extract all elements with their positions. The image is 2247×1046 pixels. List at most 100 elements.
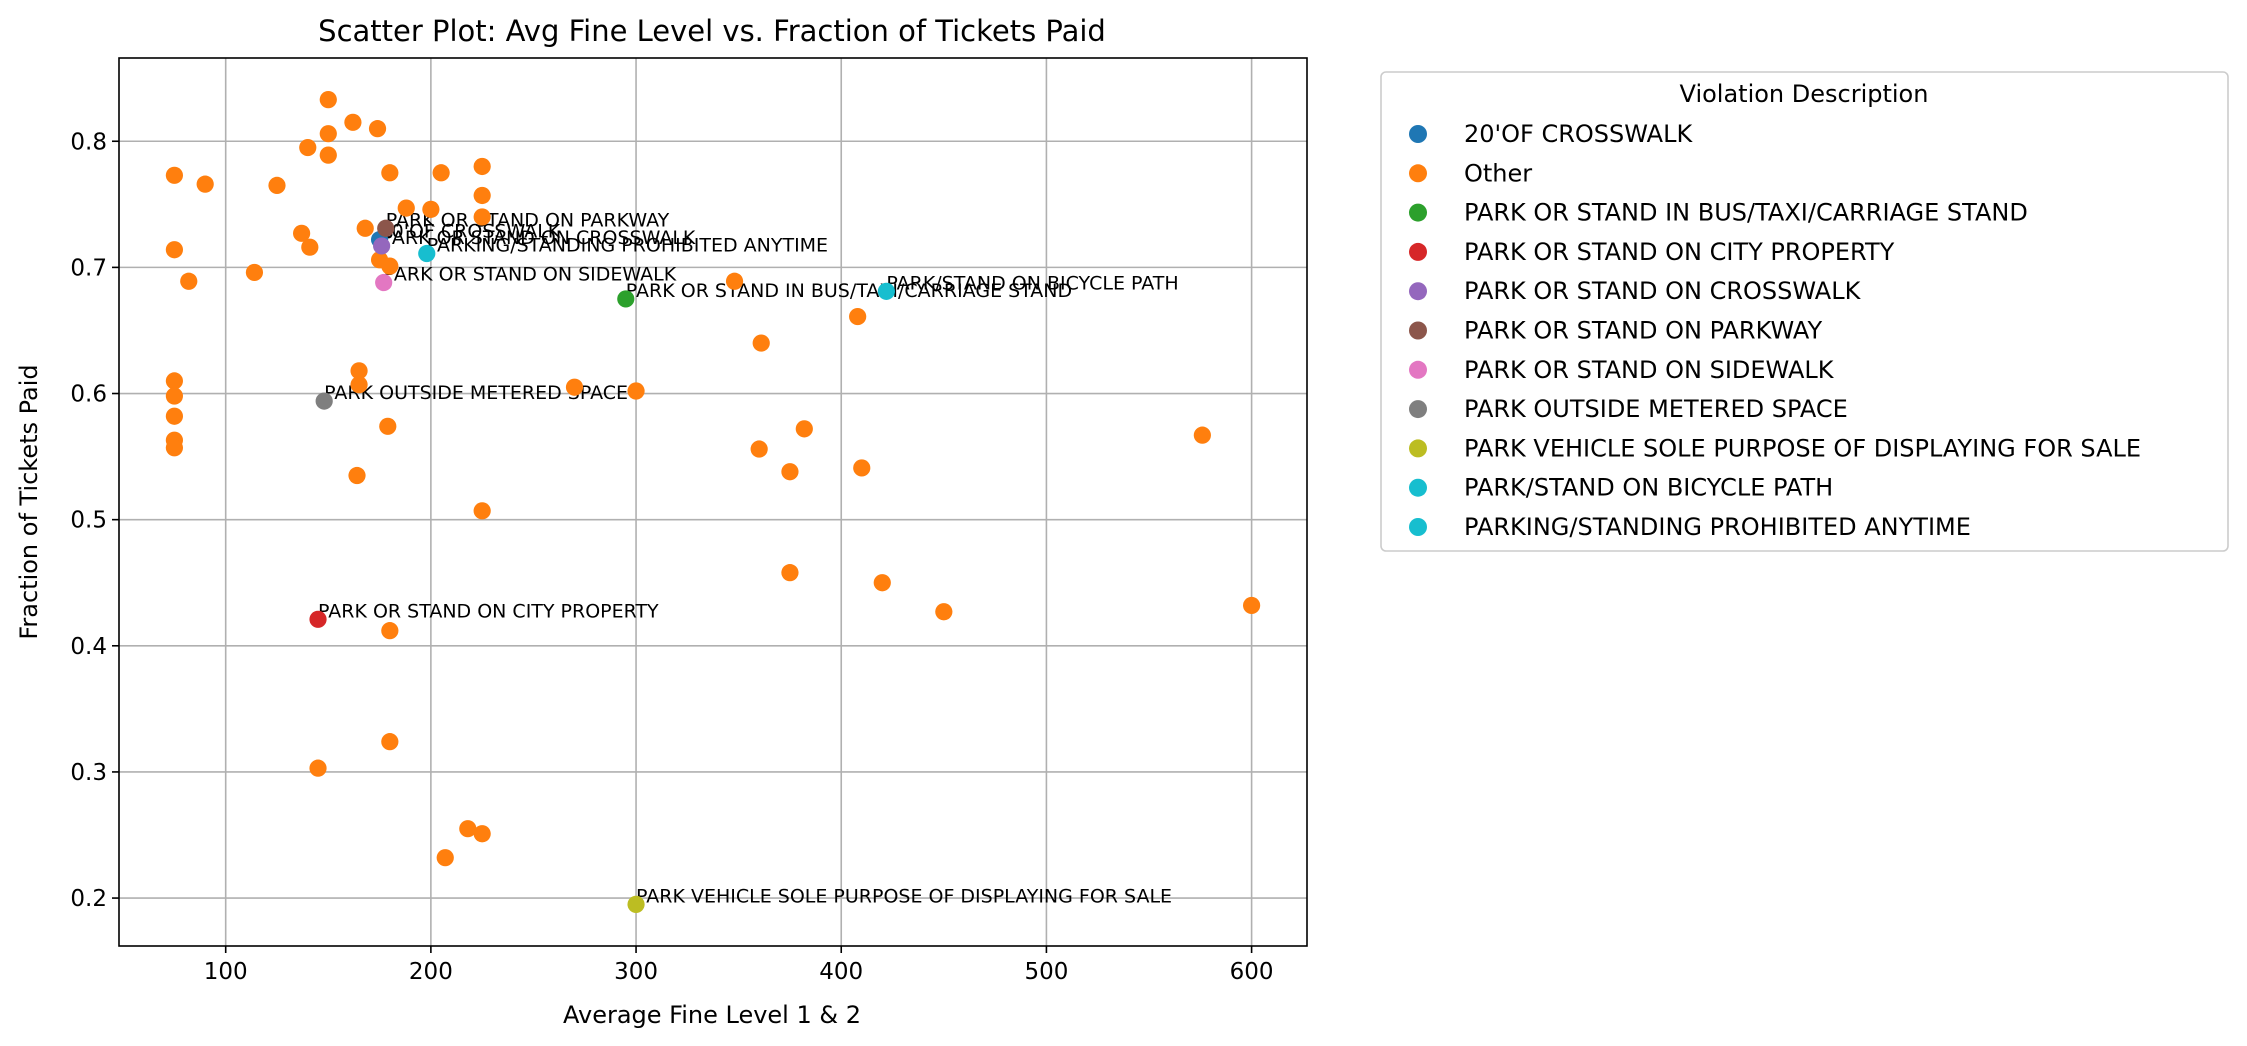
data-point (752, 334, 770, 352)
data-point (377, 219, 395, 237)
data-point (627, 382, 645, 400)
data-point (781, 463, 799, 481)
legend-marker (1409, 478, 1427, 497)
data-point (418, 244, 436, 263)
y-tick-label: 0.6 (70, 382, 107, 408)
data-point (877, 282, 895, 300)
data-point (319, 91, 337, 109)
data-point (319, 146, 337, 164)
data-point (368, 120, 387, 138)
data-point (565, 378, 584, 396)
point-annotation: PARKING/STANDING PROHIBITED ANYTIME (427, 235, 828, 257)
data-points (165, 91, 1261, 913)
data-point (436, 849, 454, 867)
legend-entry-label: PARK OR STAND IN BUS/TAXI/CARRIAGE STAND (1464, 199, 2028, 227)
legend-marker (1409, 125, 1427, 143)
data-point (725, 272, 744, 290)
legend-marker (1409, 439, 1427, 458)
point-annotation: 20'OF CROSSWALK (380, 221, 561, 243)
data-point (381, 733, 399, 751)
legend-entry-label: PARK/STAND ON BICYCLE PATH (1464, 474, 1833, 502)
data-point (432, 164, 450, 182)
point-annotation: PARK OR STAND ON SIDEWALK (384, 264, 677, 286)
legend-entry-label: PARK OR STAND ON PARKWAY (1464, 317, 1822, 345)
data-point (245, 263, 264, 282)
data-point (853, 459, 871, 477)
data-point (473, 825, 491, 843)
legend-entry-label: 20'OF CROSSWALK (1464, 120, 1693, 148)
data-point (473, 208, 491, 226)
legend-entry-label: PARK VEHICLE SOLE PURPOSE OF DISPLAYING … (1464, 434, 2141, 462)
legend-entry-label: PARKING/STANDING PROHIBITED ANYTIME (1464, 513, 1971, 541)
legend-items: 20'OF CROSSWALK Other PARK OR STAND IN BUS… (1409, 120, 2141, 541)
axis-ticks: 100 200 300 400 500 600 0.2 0.3 0.4 0.5 0.6 0.7 0.8 (70, 129, 1273, 985)
x-axis-label: Average Fine Level 1 & 2 (563, 1001, 861, 1029)
data-point (473, 157, 491, 176)
data-point (165, 166, 183, 184)
x-tick-label: 300 (614, 959, 658, 985)
data-point (379, 417, 397, 435)
legend-entry-label: Other (1464, 159, 1532, 187)
data-point (381, 257, 399, 275)
data-point (165, 372, 183, 390)
point-annotation: PARK OR STAND ON CROSSWALK (382, 227, 696, 249)
x-tick-label: 600 (1230, 959, 1274, 985)
legend-marker (1409, 164, 1427, 183)
legend-entry-label: PARK OR STAND ON CITY PROPERTY (1464, 238, 1895, 266)
data-point (350, 362, 368, 380)
y-axis-label: Fraction of Tickets Paid (15, 364, 43, 639)
y-tick-label: 0.3 (70, 760, 107, 786)
legend-marker (1409, 282, 1427, 301)
data-point (1243, 596, 1261, 615)
y-tick-label: 0.2 (70, 886, 107, 912)
y-tick-label: 0.4 (70, 634, 107, 660)
data-point (315, 392, 333, 410)
data-point (375, 273, 393, 292)
data-point (397, 199, 415, 217)
data-point (381, 164, 399, 182)
data-point (165, 439, 183, 457)
legend-entry-label: PARK OR STAND ON CROSSWALK (1464, 277, 1862, 305)
legend: Violation Description 20'OF CROSSWALK Oth… (1380, 71, 2229, 552)
legend-marker (1409, 360, 1427, 379)
legend-entry-label: PARK OUTSIDE METERED SPACE (1464, 395, 1848, 423)
legend-marker (1409, 321, 1427, 340)
point-annotation: PARK OR STAND ON CITY PROPERTY (318, 600, 659, 622)
data-point (473, 186, 491, 205)
data-point (165, 387, 183, 405)
x-tick-label: 400 (819, 959, 863, 985)
legend-marker (1409, 400, 1427, 419)
data-point (165, 241, 183, 259)
data-point (180, 272, 198, 290)
y-tick-label: 0.5 (70, 508, 107, 534)
data-point (344, 113, 362, 131)
data-point (935, 603, 953, 621)
legend-title: Violation Description (1680, 80, 1929, 108)
data-point (381, 622, 399, 640)
x-tick-label: 200 (409, 959, 453, 985)
data-point (627, 895, 645, 913)
data-point (873, 574, 891, 592)
data-point (350, 376, 368, 394)
legend-frame (1380, 71, 2229, 552)
x-tick-label: 100 (204, 959, 248, 985)
data-point (459, 820, 477, 838)
legend-marker (1409, 518, 1427, 536)
point-annotation: PARK OR STAND ON PARKWAY (386, 209, 670, 231)
data-point (165, 407, 183, 425)
data-point (795, 420, 813, 438)
point-annotation: PARK/STAND ON BICYCLE PATH (886, 272, 1178, 294)
data-point (196, 175, 214, 193)
data-point (750, 440, 768, 458)
data-point (299, 138, 317, 157)
y-tick-label: 0.8 (70, 129, 107, 155)
legend-marker (1409, 242, 1427, 261)
data-point (268, 176, 286, 194)
data-point (617, 290, 635, 308)
data-point (309, 759, 327, 777)
legend-entry-label: PARK OR STAND ON SIDEWALK (1464, 356, 1835, 384)
plot-area-frame (118, 57, 1308, 947)
data-point (1193, 426, 1211, 444)
y-tick-label: 0.7 (70, 255, 107, 281)
